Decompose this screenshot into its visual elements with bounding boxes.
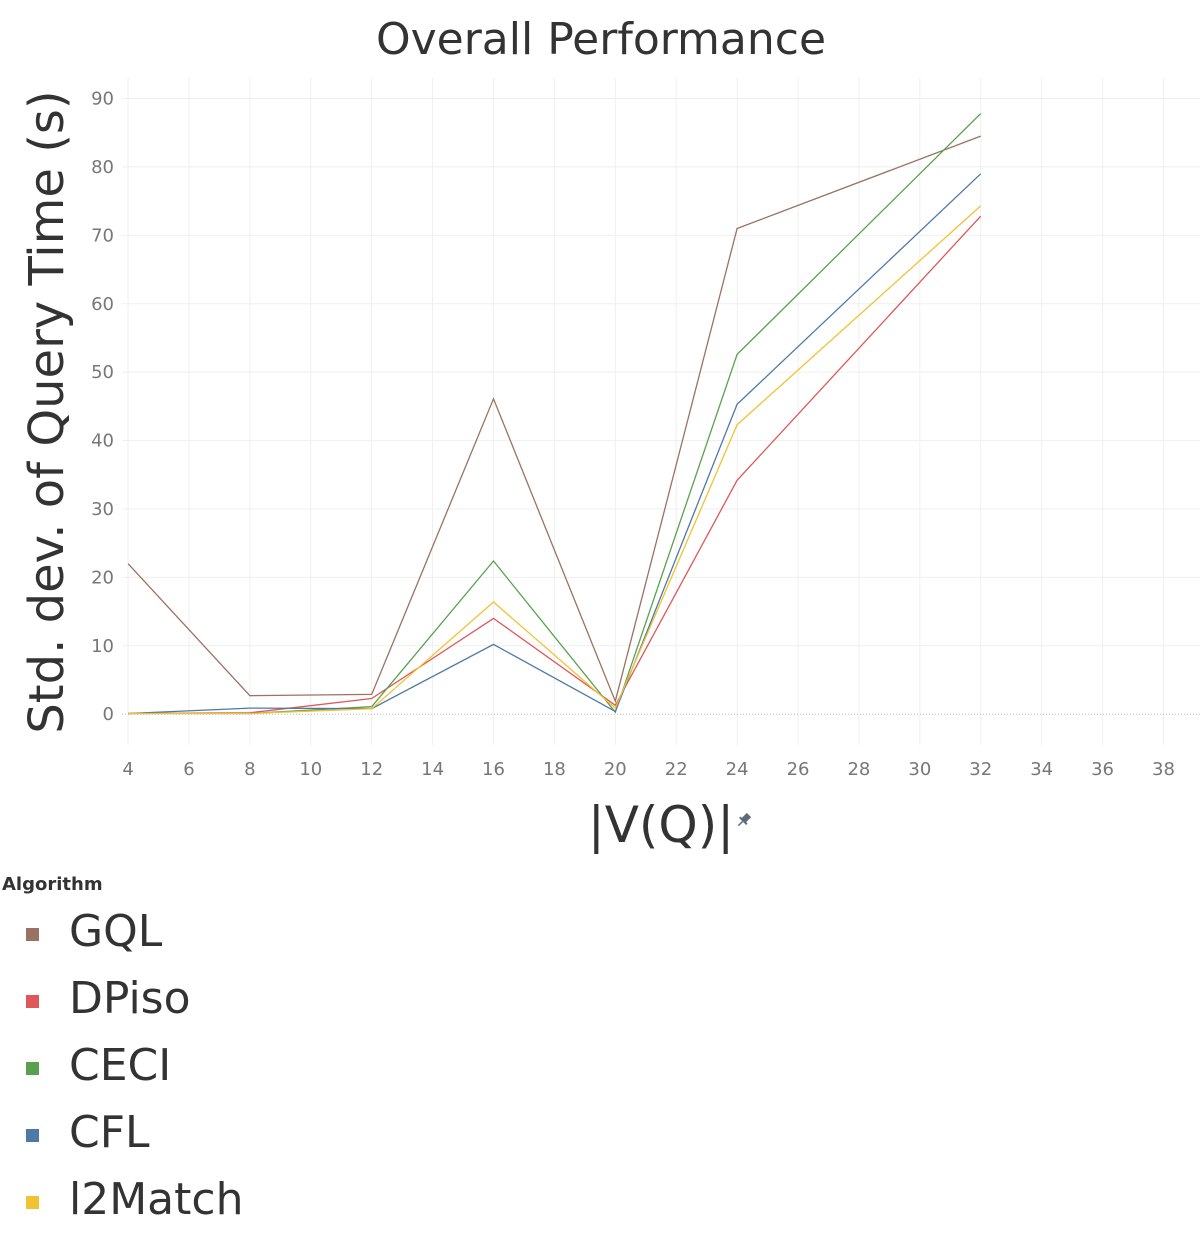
x-axis-title: |V(Q)| xyxy=(588,796,734,854)
legend-swatch xyxy=(26,1062,39,1075)
x-tick-label: 32 xyxy=(969,759,992,780)
y-axis-title: Std. dev. of Query Time (s) xyxy=(19,90,75,733)
legend-swatch xyxy=(26,1129,39,1142)
legend-label: GQL xyxy=(69,906,163,957)
legend-swatch xyxy=(26,928,39,941)
x-tick-label: 16 xyxy=(482,759,505,780)
y-tick-label: 70 xyxy=(91,225,114,246)
x-tick-label: 4 xyxy=(122,759,133,780)
x-axis-ticks: 4 6 8 10 12 14 16 18 20 22 24 26 28 30 32 34 36 38 xyxy=(122,759,1175,780)
legend-label: l2Match xyxy=(69,1174,244,1225)
x-tick-label: 28 xyxy=(847,759,870,780)
legend-swatch xyxy=(26,1196,39,1209)
series-line-gql[interactable] xyxy=(127,135,981,704)
y-tick-label: 40 xyxy=(91,431,114,452)
x-tick-label: 8 xyxy=(244,759,255,780)
x-tick-label: 24 xyxy=(726,759,749,780)
x-tick-label: 18 xyxy=(543,759,566,780)
x-tick-label: 22 xyxy=(665,759,688,780)
legend-label: CECI xyxy=(69,1040,172,1091)
gridlines xyxy=(122,78,1200,745)
x-tick-label: 12 xyxy=(360,759,383,780)
y-tick-label: 50 xyxy=(91,362,114,383)
line-chart: 4 6 8 10 12 14 16 18 20 22 24 26 28 30 32 34 36 38 0 10 20 3… xyxy=(19,78,1200,854)
y-tick-label: 60 xyxy=(91,294,114,315)
series-line-dpiso[interactable] xyxy=(128,215,982,715)
x-tick-label: 20 xyxy=(604,759,627,780)
y-tick-label: 10 xyxy=(91,636,114,657)
x-tick-label: 30 xyxy=(908,759,931,780)
x-tick-label: 14 xyxy=(421,759,444,780)
series-lines xyxy=(127,113,982,715)
legend: Algorithm GQL DPiso CECI CFL l2Match xyxy=(0,874,243,1225)
x-tick-label: 38 xyxy=(1152,759,1175,780)
legend-label: DPiso xyxy=(69,973,191,1024)
y-tick-label: 30 xyxy=(91,499,114,520)
legend-swatch xyxy=(26,995,39,1008)
series-line-l2match[interactable] xyxy=(128,205,982,715)
x-tick-label: 36 xyxy=(1091,759,1114,780)
chart-title: Overall Performance xyxy=(375,14,827,65)
x-tick-label: 26 xyxy=(787,759,810,780)
series-line-cfl[interactable] xyxy=(128,173,982,715)
y-axis-ticks: 0 10 20 30 40 50 60 70 80 90 xyxy=(91,89,114,726)
y-tick-label: 80 xyxy=(91,157,114,178)
y-tick-label: 20 xyxy=(91,567,114,588)
legend-label: CFL xyxy=(69,1107,150,1158)
x-tick-label: 6 xyxy=(183,759,194,780)
pin-icon[interactable] xyxy=(735,812,753,830)
y-tick-label: 0 xyxy=(103,704,114,725)
y-tick-label: 90 xyxy=(91,89,114,110)
legend-title: Algorithm xyxy=(2,874,103,895)
x-tick-label: 34 xyxy=(1030,759,1053,780)
x-tick-label: 10 xyxy=(299,759,322,780)
